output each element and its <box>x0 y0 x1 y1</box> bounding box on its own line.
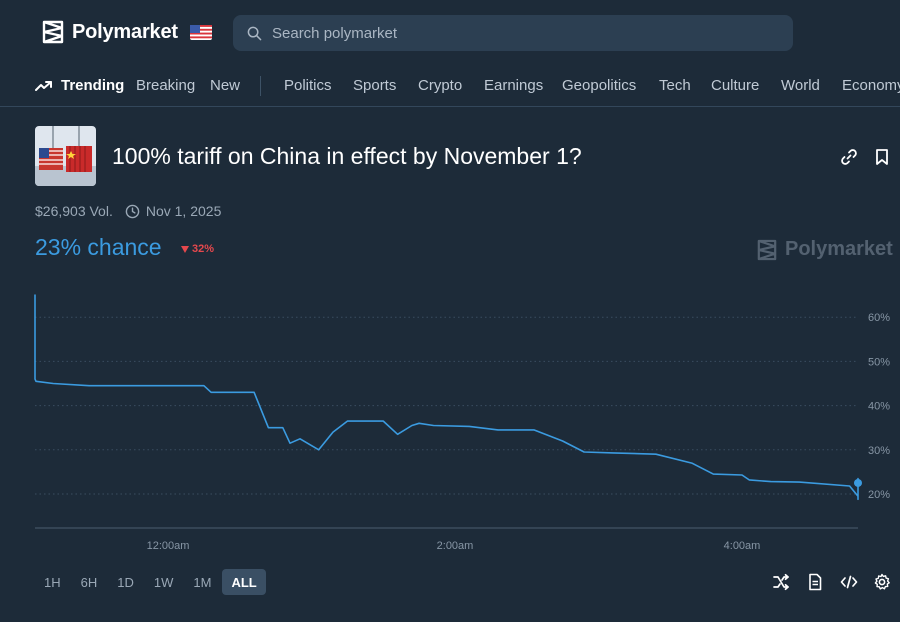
search-bar[interactable] <box>233 15 793 51</box>
nav-item-culture[interactable]: Culture <box>711 77 760 94</box>
trending-icon <box>35 81 52 91</box>
range-button-6h[interactable]: 6H <box>72 569 107 595</box>
x-tick-label: 12:00am <box>147 540 190 552</box>
market-title: 100% tariff on China in effect by Novemb… <box>112 143 582 169</box>
watermark-text: Polymarket <box>785 238 893 260</box>
range-button-all[interactable]: ALL <box>222 569 266 595</box>
nav-item-crypto[interactable]: Crypto <box>418 77 463 94</box>
header: Polymarket <box>0 0 900 66</box>
range-button-1h[interactable]: 1H <box>35 569 70 595</box>
change-badge: 32% <box>181 243 214 255</box>
search-input[interactable] <box>272 24 752 42</box>
range-button-1w[interactable]: 1W <box>145 569 183 595</box>
range-button-1d[interactable]: 1D <box>108 569 143 595</box>
price-series-line <box>34 294 859 501</box>
nav-item-world[interactable]: World <box>781 77 820 94</box>
clock-icon <box>125 204 140 218</box>
y-tick-label: 30% <box>868 445 890 457</box>
nav-item-trending[interactable]: Trending <box>61 77 125 94</box>
y-tick-label: 20% <box>868 489 890 501</box>
price-chart[interactable]: 60%50%40%30%20%12:00am2:00am4:00am6:00am… <box>0 280 900 560</box>
y-tick-label: 60% <box>868 312 890 324</box>
y-tick-label: 50% <box>868 356 890 368</box>
x-tick-label: 4:00am <box>724 540 761 552</box>
caret-down-icon <box>181 245 189 253</box>
range-button-1m[interactable]: 1M <box>184 569 220 595</box>
nav-item-breaking[interactable]: Breaking <box>136 77 196 94</box>
nav-item-earnings[interactable]: Earnings <box>484 77 544 94</box>
nav-item-economy[interactable]: Economy <box>842 77 900 94</box>
search-icon <box>247 26 262 40</box>
polymarket-watermark-icon <box>757 239 777 260</box>
y-tick-label: 40% <box>868 401 890 413</box>
bookmark-icon[interactable] <box>873 148 891 166</box>
end-date-label: Nov 1, 2025 <box>145 203 222 219</box>
link-icon[interactable] <box>840 148 858 166</box>
time-range-selector: 1H 6H 1D 1W 1M ALL <box>35 569 268 595</box>
market-meta: $26,903 Vol. Nov 1, 2025 <box>35 203 221 219</box>
x-tick-label: 2:00am <box>437 540 474 552</box>
settings-gear-icon[interactable] <box>873 573 891 591</box>
nav-item-new[interactable]: New <box>210 77 241 94</box>
chart-watermark: Polymarket <box>757 238 893 261</box>
current-price-dot <box>854 478 862 487</box>
polymarket-logo-icon <box>42 20 64 44</box>
us-flag-icon[interactable] <box>190 25 212 40</box>
shuffle-icon[interactable] <box>772 573 790 591</box>
nav-item-sports[interactable]: Sports <box>353 77 397 94</box>
category-nav: Trending Breaking New Politics Sports Cr… <box>0 66 900 107</box>
volume-label: $26,903 Vol. <box>35 203 113 219</box>
nav-item-politics[interactable]: Politics <box>284 77 332 94</box>
nav-divider <box>260 76 261 96</box>
brand-name: Polymarket <box>72 20 178 43</box>
change-value: 32% <box>192 243 215 255</box>
logo[interactable]: Polymarket <box>42 20 178 44</box>
document-icon[interactable] <box>806 573 824 591</box>
nav-item-geopolitics[interactable]: Geopolitics <box>562 77 637 94</box>
embed-code-icon[interactable] <box>840 573 858 591</box>
market-thumbnail <box>35 126 96 186</box>
nav-item-tech[interactable]: Tech <box>659 77 691 94</box>
chance-value: 23% chance <box>35 234 162 260</box>
